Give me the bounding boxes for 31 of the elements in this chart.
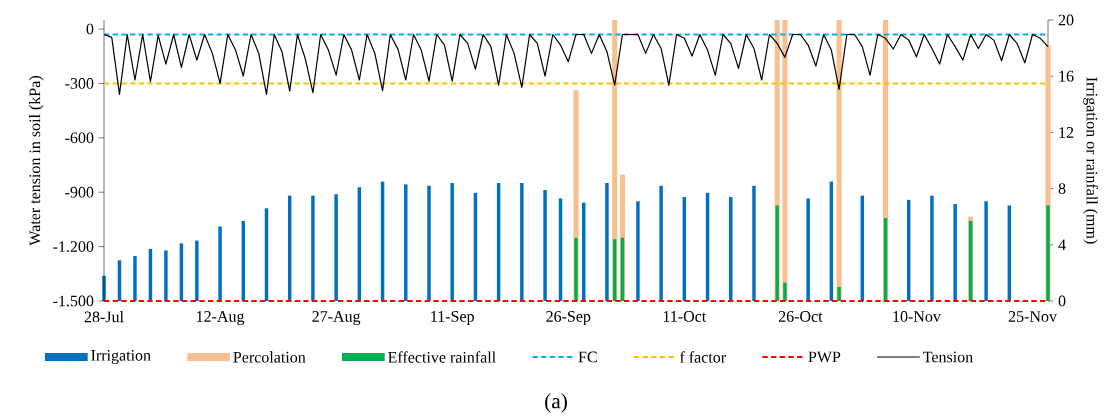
x-tick-label: 11-Oct xyxy=(663,311,707,322)
y-tick-label: -300 xyxy=(65,78,94,89)
y2-tick-label: 12 xyxy=(1059,127,1074,138)
y2-axis-title: Irrigation or rainfall (mm) xyxy=(1083,77,1098,244)
x-tick-label: 26-Sep xyxy=(546,311,591,326)
legend-label: Effective rainfall xyxy=(388,351,496,363)
x-tick-label: 11-Sep xyxy=(431,311,474,326)
legend-label: Percolation xyxy=(233,351,306,363)
y-tick-label: -1.200 xyxy=(53,241,94,253)
x-tick-label: 25-Nov xyxy=(1008,311,1057,322)
legend-label: Tension xyxy=(923,351,973,363)
legend-label: PWP xyxy=(808,351,841,363)
legend-label: f factor xyxy=(679,351,726,363)
y2-tick-label: 8 xyxy=(1058,183,1066,194)
x-tick-label: 27-Aug xyxy=(312,311,361,326)
y2-tick-label: 20 xyxy=(1058,14,1074,26)
x-tick-label: 26-Oct xyxy=(778,311,823,322)
y2-tick-label: 16 xyxy=(1059,70,1074,82)
y-tick-label: -600 xyxy=(65,132,94,144)
x-tick-label: 12-Aug xyxy=(197,311,245,326)
y-tick-label: -900 xyxy=(65,186,94,198)
y-tick-label: -1.500 xyxy=(53,295,94,307)
text: (a) xyxy=(545,393,567,413)
legend-label: FC xyxy=(578,351,597,363)
x-tick-label: 28-Jul xyxy=(84,311,124,323)
y-tick-label: 0 xyxy=(86,23,94,35)
y2-tick-label: 4 xyxy=(1058,239,1066,251)
y-axis-title: Water tension in soil (kPa) xyxy=(28,76,44,246)
legend-label: Irrigation xyxy=(91,349,151,365)
y2-tick-label: 0 xyxy=(1058,295,1066,307)
x-tick-label: 10-Nov xyxy=(893,311,941,322)
